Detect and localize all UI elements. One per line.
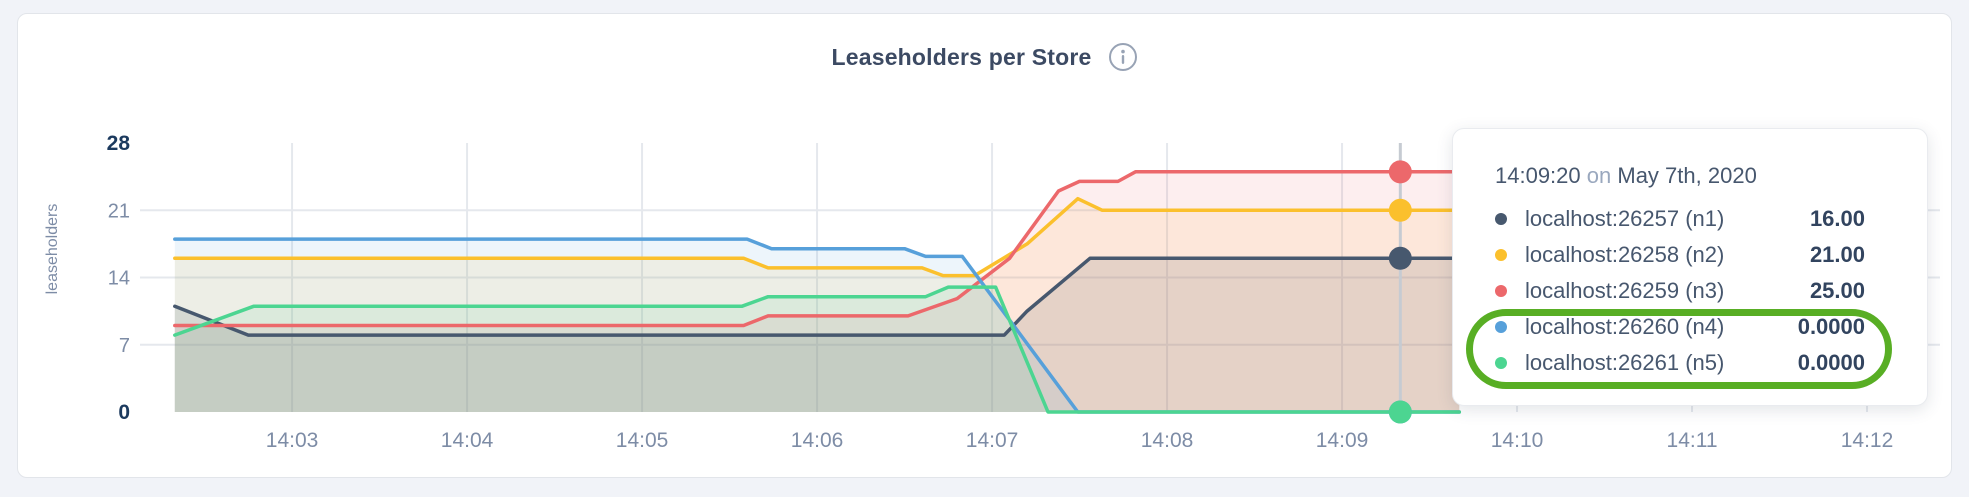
series-label-n3: localhost:26259 (n3) [1525, 278, 1725, 303]
info-icon[interactable] [1108, 42, 1138, 72]
svg-text:14: 14 [108, 268, 130, 290]
tooltip-timestamp: 14:09:20 on May 7th, 2020 [1495, 163, 1865, 189]
hover-tooltip: 14:09:20 on May 7th, 2020 localhost:2625… [1452, 128, 1928, 406]
svg-text:21: 21 [108, 200, 130, 222]
svg-text:14:07: 14:07 [966, 429, 1019, 452]
tooltip-date: May 7th, 2020 [1617, 163, 1757, 188]
chart-header: Leaseholders per Store [0, 42, 1969, 72]
svg-text:14:06: 14:06 [791, 429, 844, 452]
svg-text:7: 7 [119, 335, 130, 357]
svg-text:14:04: 14:04 [441, 429, 494, 452]
series-value-n3: 25.00 [1809, 278, 1865, 303]
tooltip-conjunction: on [1586, 163, 1612, 188]
svg-text:14:08: 14:08 [1141, 429, 1194, 452]
series-dot-n1 [1495, 213, 1507, 225]
series-dot-n4 [1495, 321, 1507, 333]
series-value-n4: 0.0000 [1797, 314, 1865, 339]
tooltip-row-n3: localhost:26259 (n3) 25.00 [1495, 273, 1865, 309]
series-label-n2: localhost:26258 (n2) [1525, 242, 1725, 267]
svg-text:0: 0 [118, 401, 130, 424]
series-dot-n3 [1495, 285, 1507, 297]
svg-text:14:09: 14:09 [1316, 429, 1369, 452]
svg-text:14:11: 14:11 [1667, 429, 1718, 452]
tooltip-time: 14:09:20 [1495, 163, 1581, 188]
series-value-n1: 16.00 [1809, 206, 1865, 231]
series-label-n4: localhost:26260 (n4) [1525, 314, 1725, 339]
svg-text:28: 28 [107, 132, 131, 155]
svg-text:14:03: 14:03 [266, 429, 319, 452]
tooltip-row-n1: localhost:26257 (n1) 16.00 [1495, 201, 1865, 237]
series-dot-n5 [1495, 357, 1507, 369]
svg-text:14:12: 14:12 [1841, 429, 1894, 452]
tooltip-row-n5: localhost:26261 (n5) 0.0000 [1495, 345, 1865, 381]
tooltip-row-n4: localhost:26260 (n4) 0.0000 [1495, 309, 1865, 345]
tooltip-row-n2: localhost:26258 (n2) 21.00 [1495, 237, 1865, 273]
series-label-n1: localhost:26257 (n1) [1525, 206, 1725, 231]
svg-text:14:10: 14:10 [1491, 429, 1544, 452]
series-dot-n2 [1495, 249, 1507, 261]
series-value-n5: 0.0000 [1797, 350, 1865, 375]
svg-text:14:05: 14:05 [616, 429, 669, 452]
series-value-n2: 21.00 [1809, 242, 1865, 267]
chart-title: Leaseholders per Store [831, 43, 1092, 70]
series-label-n5: localhost:26261 (n5) [1525, 350, 1725, 375]
